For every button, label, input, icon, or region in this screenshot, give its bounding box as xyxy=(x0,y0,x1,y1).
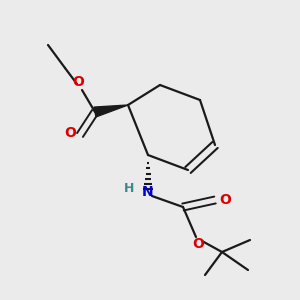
Text: H: H xyxy=(124,182,134,196)
Text: O: O xyxy=(192,237,204,251)
Text: O: O xyxy=(219,193,231,207)
Text: O: O xyxy=(64,126,76,140)
Text: N: N xyxy=(142,185,154,199)
Text: O: O xyxy=(72,75,84,89)
Polygon shape xyxy=(94,105,128,117)
